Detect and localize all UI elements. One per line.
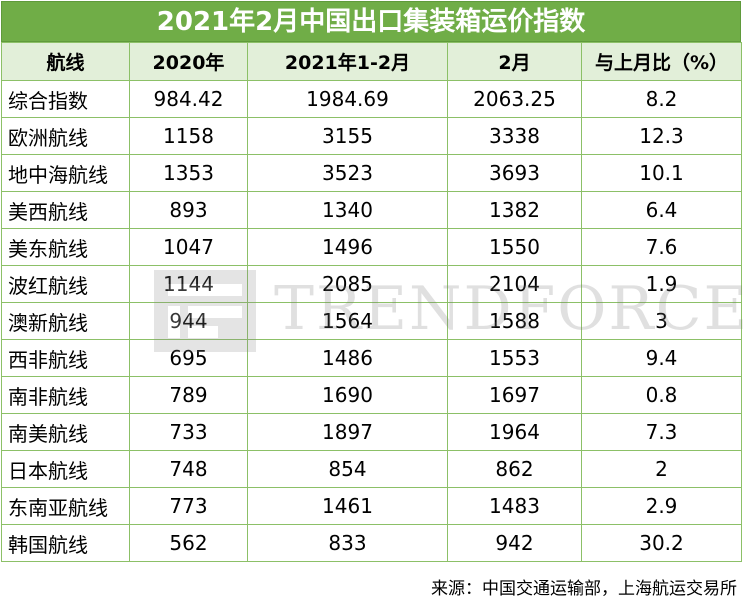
cell-2021-jan-feb: 2085 bbox=[247, 265, 448, 303]
header-2021-jan-feb: 2021年1-2月 bbox=[247, 42, 448, 81]
cell-feb: 1588 bbox=[447, 302, 582, 340]
cell-route: 美西航线 bbox=[1, 191, 130, 229]
table-row: 美东航线 1047 1496 1550 7.6 bbox=[1, 228, 742, 266]
cell-2020: 789 bbox=[129, 376, 248, 414]
table-row: 韩国航线 562 833 942 30.2 bbox=[1, 524, 742, 562]
cell-2020: 1158 bbox=[129, 117, 248, 155]
header-row: 航线 2020年 2021年1-2月 2月 与上月比（%） bbox=[1, 42, 742, 81]
table-body: 综合指数 984.42 1984.69 2063.25 8.2 欧洲航线 1158 3155 3… bbox=[1, 80, 742, 562]
cell-feb: 862 bbox=[447, 450, 582, 488]
table-row: 东南亚航线 773 1461 1483 2.9 bbox=[1, 487, 742, 525]
cell-2020: 733 bbox=[129, 413, 248, 451]
cell-2020: 1047 bbox=[129, 228, 248, 266]
cell-2021-jan-feb: 1486 bbox=[247, 339, 448, 377]
cell-2021-jan-feb: 854 bbox=[247, 450, 448, 488]
cell-2020: 562 bbox=[129, 524, 248, 562]
header-route: 航线 bbox=[1, 42, 130, 81]
table-row: 综合指数 984.42 1984.69 2063.25 8.2 bbox=[1, 80, 742, 118]
cell-route: 西非航线 bbox=[1, 339, 130, 377]
cell-feb: 1382 bbox=[447, 191, 582, 229]
cell-route: 综合指数 bbox=[1, 80, 130, 118]
cell-route: 波红航线 bbox=[1, 265, 130, 303]
cell-mom-change: 2.9 bbox=[581, 487, 742, 525]
freight-index-table: 航线 2020年 2021年1-2月 2月 与上月比（%） 综合指数 984.42… bbox=[1, 42, 742, 562]
cell-mom-change: 30.2 bbox=[581, 524, 742, 562]
table-row: 波红航线 1144 2085 2104 1.9 bbox=[1, 265, 742, 303]
cell-feb: 1483 bbox=[447, 487, 582, 525]
cell-2021-jan-feb: 1496 bbox=[247, 228, 448, 266]
cell-2021-jan-feb: 1897 bbox=[247, 413, 448, 451]
cell-2020: 1144 bbox=[129, 265, 248, 303]
cell-mom-change: 1.9 bbox=[581, 265, 742, 303]
cell-2021-jan-feb: 1461 bbox=[247, 487, 448, 525]
cell-feb: 942 bbox=[447, 524, 582, 562]
header-mom-change: 与上月比（%） bbox=[581, 42, 742, 81]
cell-2021-jan-feb: 3523 bbox=[247, 154, 448, 192]
cell-route: 日本航线 bbox=[1, 450, 130, 488]
cell-2020: 893 bbox=[129, 191, 248, 229]
table-row: 澳新航线 944 1564 1588 3 bbox=[1, 302, 742, 340]
cell-route: 澳新航线 bbox=[1, 302, 130, 340]
table-row: 地中海航线 1353 3523 3693 10.1 bbox=[1, 154, 742, 192]
table-row: 美西航线 893 1340 1382 6.4 bbox=[1, 191, 742, 229]
table-row: 南美航线 733 1897 1964 7.3 bbox=[1, 413, 742, 451]
cell-mom-change: 12.3 bbox=[581, 117, 742, 155]
cell-2020: 944 bbox=[129, 302, 248, 340]
cell-feb: 1553 bbox=[447, 339, 582, 377]
table-row: 日本航线 748 854 862 2 bbox=[1, 450, 742, 488]
cell-mom-change: 7.6 bbox=[581, 228, 742, 266]
cell-2020: 695 bbox=[129, 339, 248, 377]
cell-2021-jan-feb: 3155 bbox=[247, 117, 448, 155]
table-row: 南非航线 789 1690 1697 0.8 bbox=[1, 376, 742, 414]
cell-2021-jan-feb: 1984.69 bbox=[247, 80, 448, 118]
cell-feb: 2063.25 bbox=[447, 80, 582, 118]
table-title: 2021年2月中国出口集装箱运价指数 bbox=[1, 1, 741, 42]
cell-2020: 748 bbox=[129, 450, 248, 488]
cell-mom-change: 9.4 bbox=[581, 339, 742, 377]
cell-feb: 3338 bbox=[447, 117, 582, 155]
table-container: 2021年2月中国出口集装箱运价指数 航线 2020年 2021年1-2月 2月… bbox=[1, 1, 742, 562]
cell-feb: 1964 bbox=[447, 413, 582, 451]
header-2020: 2020年 bbox=[129, 42, 248, 81]
cell-2021-jan-feb: 1564 bbox=[247, 302, 448, 340]
cell-route: 欧洲航线 bbox=[1, 117, 130, 155]
cell-route: 地中海航线 bbox=[1, 154, 130, 192]
table-row: 欧洲航线 1158 3155 3338 12.3 bbox=[1, 117, 742, 155]
cell-2021-jan-feb: 833 bbox=[247, 524, 448, 562]
cell-2020: 773 bbox=[129, 487, 248, 525]
cell-mom-change: 10.1 bbox=[581, 154, 742, 192]
cell-mom-change: 3 bbox=[581, 302, 742, 340]
cell-2020: 1353 bbox=[129, 154, 248, 192]
cell-feb: 1550 bbox=[447, 228, 582, 266]
cell-route: 南美航线 bbox=[1, 413, 130, 451]
cell-route: 韩国航线 bbox=[1, 524, 130, 562]
cell-route: 南非航线 bbox=[1, 376, 130, 414]
cell-mom-change: 7.3 bbox=[581, 413, 742, 451]
cell-mom-change: 0.8 bbox=[581, 376, 742, 414]
cell-2021-jan-feb: 1340 bbox=[247, 191, 448, 229]
cell-feb: 2104 bbox=[447, 265, 582, 303]
cell-2020: 984.42 bbox=[129, 80, 248, 118]
header-feb: 2月 bbox=[447, 42, 582, 81]
cell-feb: 3693 bbox=[447, 154, 582, 192]
cell-route: 东南亚航线 bbox=[1, 487, 130, 525]
cell-mom-change: 2 bbox=[581, 450, 742, 488]
table-row: 西非航线 695 1486 1553 9.4 bbox=[1, 339, 742, 377]
cell-2021-jan-feb: 1690 bbox=[247, 376, 448, 414]
cell-mom-change: 6.4 bbox=[581, 191, 742, 229]
cell-mom-change: 8.2 bbox=[581, 80, 742, 118]
cell-route: 美东航线 bbox=[1, 228, 130, 266]
source-note: 来源：中国交通运输部，上海航运交易所 bbox=[431, 579, 737, 599]
cell-feb: 1697 bbox=[447, 376, 582, 414]
